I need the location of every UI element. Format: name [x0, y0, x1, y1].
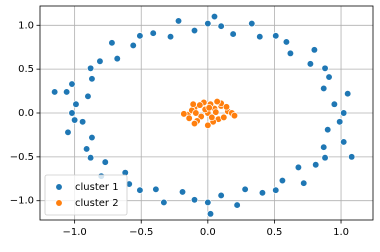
point [321, 154, 329, 162]
point [320, 143, 328, 151]
point [241, 185, 249, 193]
point [62, 88, 71, 96]
legend-label: cluster 2 [75, 198, 119, 209]
point [348, 153, 356, 161]
point [278, 176, 287, 185]
y-tick-label: 0.5 [18, 64, 34, 75]
y-tick-label: 1.0 [18, 20, 34, 31]
point [233, 201, 241, 209]
point [88, 133, 96, 142]
point [212, 108, 220, 116]
point [222, 103, 231, 111]
point [229, 30, 237, 38]
point [189, 100, 197, 108]
point [113, 54, 121, 63]
point [152, 185, 160, 193]
point [190, 26, 199, 35]
point [321, 64, 329, 72]
point [272, 186, 280, 194]
point [108, 39, 116, 47]
point [192, 109, 200, 117]
x-tick-label: 0.5 [266, 227, 282, 238]
point [220, 113, 228, 122]
y-tick-label: 0.0 [18, 108, 34, 119]
point [86, 154, 95, 162]
point [324, 126, 332, 134]
point [213, 97, 221, 106]
point [82, 145, 91, 153]
y-tick-label: −1.0 [10, 196, 34, 207]
point [300, 179, 308, 187]
point [336, 118, 344, 126]
x-tick-label: 0.0 [200, 227, 216, 238]
point [190, 196, 199, 204]
point [306, 60, 315, 68]
point [84, 92, 92, 100]
point [190, 119, 199, 128]
point [344, 90, 352, 98]
point [325, 73, 333, 81]
point [160, 198, 168, 207]
point [320, 84, 328, 93]
point [312, 161, 320, 169]
point [72, 100, 80, 108]
legend: cluster 1 cluster 2 [44, 174, 128, 216]
point [282, 38, 291, 46]
point [149, 29, 157, 37]
point [78, 118, 87, 126]
point [204, 121, 212, 129]
point [166, 33, 175, 41]
x-tick-label: −0.5 [129, 227, 153, 238]
point [286, 49, 295, 58]
point [205, 104, 213, 112]
point [230, 111, 239, 120]
legend-marker [55, 199, 63, 207]
point [68, 109, 76, 117]
point [272, 32, 280, 40]
point [210, 12, 219, 21]
point [180, 110, 188, 118]
point [86, 64, 95, 72]
point [208, 113, 216, 122]
point [248, 19, 256, 28]
point [51, 88, 59, 96]
point [340, 109, 348, 117]
point [217, 22, 225, 30]
point [310, 46, 319, 54]
point [204, 198, 212, 207]
point [256, 33, 264, 41]
point [68, 80, 76, 88]
point [206, 210, 215, 218]
point [96, 57, 104, 65]
point [129, 41, 137, 50]
x-tick-label: −1.0 [62, 227, 86, 238]
plot-frame [39, 5, 374, 221]
legend-marker [55, 183, 63, 191]
point [70, 116, 79, 124]
point [174, 17, 183, 25]
point [185, 114, 193, 122]
legend-label: cluster 1 [75, 182, 119, 193]
point [258, 189, 267, 197]
point [196, 101, 204, 109]
y-tick-label: −0.5 [10, 152, 34, 163]
point [136, 32, 144, 40]
point [88, 75, 96, 83]
point [294, 163, 303, 172]
x-tick-label: 1.0 [333, 227, 349, 238]
legend-box [44, 174, 128, 216]
point [178, 188, 187, 196]
point [217, 191, 225, 200]
point [136, 186, 144, 194]
point [330, 100, 339, 108]
point [340, 138, 348, 146]
point [101, 158, 109, 166]
point [64, 128, 72, 136]
point [204, 19, 212, 28]
